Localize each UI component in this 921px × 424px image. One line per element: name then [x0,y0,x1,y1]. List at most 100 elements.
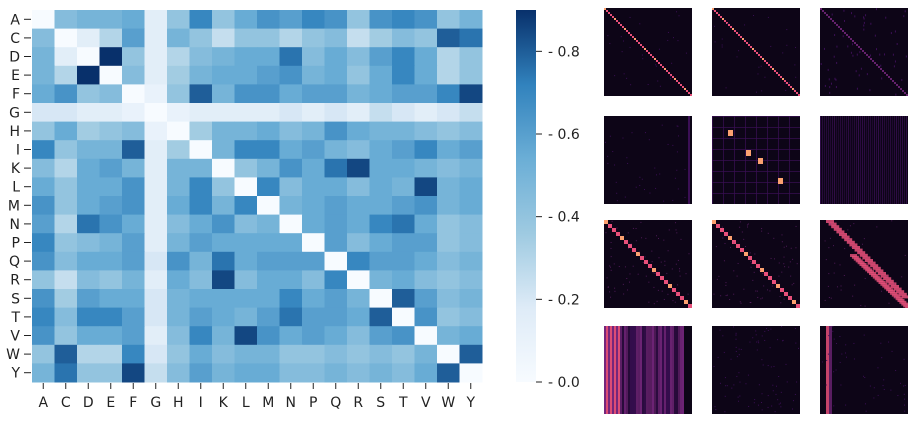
attention-cell [622,283,624,285]
attention-cell [760,65,762,67]
attention-cell [846,240,855,244]
heatmap-cell [459,10,483,30]
attention-cell [740,302,742,304]
attention-cell [605,232,607,234]
attention-cell [886,116,887,204]
attention-cell [712,138,800,139]
attention-cell [862,50,864,52]
attention-cell [712,9,714,11]
attention-cell [767,16,769,18]
heatmap-cell [437,289,460,309]
attention-cell [610,296,612,298]
attention-cell [878,281,886,284]
heatmap-cell [212,251,235,271]
attention-cell [876,64,878,66]
attention-cell [623,40,625,42]
attention-cell [724,20,726,22]
attention-cell [774,411,776,413]
attention-cell [630,34,632,36]
attention-cell [648,326,650,414]
colorbar-tick-label: - 0.4 [548,210,580,226]
heatmap-cell [99,177,123,197]
heatmap-cell [324,270,348,290]
attention-cell [772,384,774,386]
attention-cell [785,89,787,91]
attention-map-panel [604,116,692,204]
attention-cell [667,31,669,33]
attention-cell [609,265,611,267]
attention-cell [752,279,754,281]
heatmap-cell [77,177,100,197]
attention-cell [760,268,764,272]
attention-cell [900,88,902,90]
heatmap-cell [32,47,55,67]
attention-cell [614,18,616,20]
heatmap-cell [279,326,303,346]
attention-cell [905,55,907,58]
attention-cell [609,291,611,293]
attention-cell [638,326,640,414]
x-tick-label: V [421,395,431,411]
heatmap-cell [32,251,55,271]
attention-cell [853,257,861,261]
heatmap-cell [167,270,190,290]
attention-map-panel [820,326,908,414]
attention-cell [725,295,727,297]
heatmap-cell [144,103,168,123]
attention-cell [673,37,675,39]
attention-cell [729,299,731,301]
attention-cell [766,62,768,64]
y-tick-label: N [10,217,20,233]
attention-cell [720,295,722,297]
heatmap-cell [279,140,303,160]
heatmap-cell [414,177,438,197]
heatmap-cell [369,344,393,364]
attention-cell [627,232,629,234]
attention-cell [668,229,670,231]
attention-cell [733,384,735,386]
attention-cell [834,116,835,204]
heatmap-cell [212,363,235,383]
heatmap-cell [279,177,303,197]
attention-cell [717,356,719,358]
attention-cell [649,192,651,194]
attention-cell [726,294,728,296]
attention-cell [712,116,800,117]
attention-cell [607,286,609,288]
attention-cell [730,246,732,248]
heatmap-cell [392,196,415,216]
heatmap-cell [279,270,303,290]
attention-cell [828,16,830,18]
attention-cell [777,339,779,341]
heatmap-cell [302,251,325,271]
attention-cell [852,54,854,57]
attention-cell [627,289,629,291]
attention-cell [672,199,674,201]
attention-cell [904,116,905,204]
attention-cell [719,382,721,384]
attention-cell [648,264,652,268]
heatmap-cell [257,65,280,85]
attention-cell [732,326,734,328]
heatmap-cell [324,47,348,67]
x-tick-label: P [309,395,317,411]
heatmap-cell [414,121,438,141]
attention-cell [744,252,748,256]
heatmap-cell [234,121,258,141]
attention-cell [735,346,737,348]
attention-cell [884,116,885,204]
attention-cell [716,224,720,228]
attention-cell [674,177,676,179]
heatmap-cell [122,140,145,160]
heatmap-cell [437,103,460,123]
attention-cell [786,29,788,31]
attention-cell [737,396,739,398]
attention-cell [666,326,668,414]
attention-cell [678,82,680,84]
attention-cell [832,245,834,247]
heatmap-cell [189,103,213,123]
attention-cell [626,277,628,279]
heatmap-cell [347,270,370,290]
attention-cell [630,243,632,245]
